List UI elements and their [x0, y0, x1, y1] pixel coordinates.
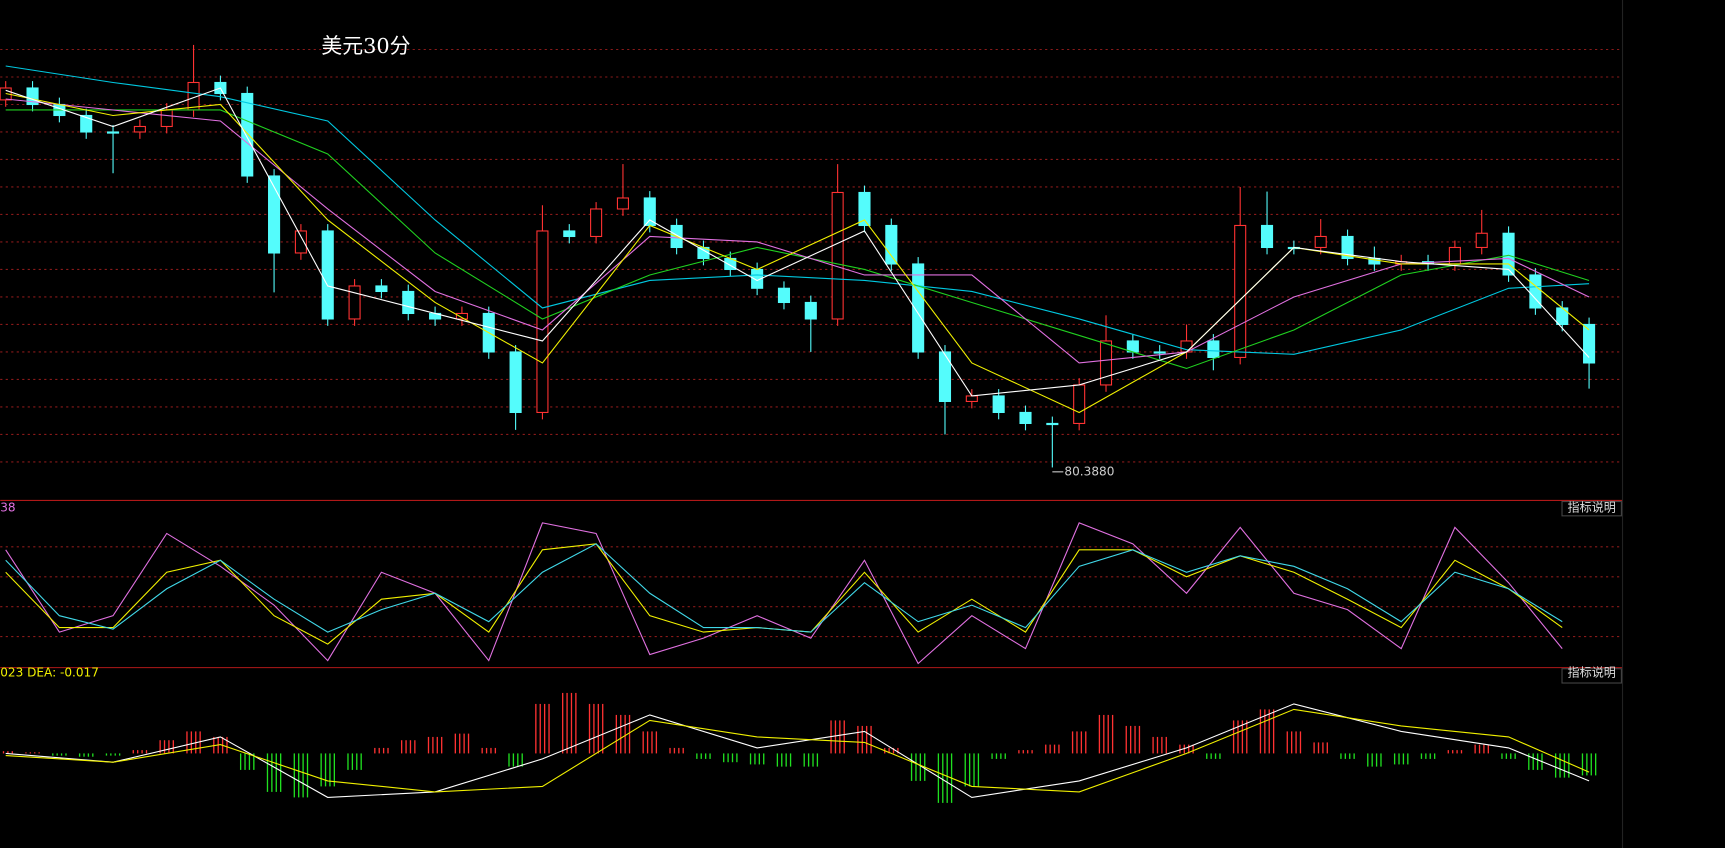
candle-body [321, 230, 334, 320]
candle-body [133, 125, 146, 133]
indicator-line [5, 543, 1563, 633]
indicator-button-label[interactable]: 指标说明 [1568, 665, 1616, 680]
indicator-label: 023 DEA: -0.017 [0, 666, 99, 680]
candle-body [1502, 232, 1515, 276]
candle-body [268, 175, 281, 254]
indicator-label: 38 [0, 501, 15, 515]
candle-body [348, 285, 361, 320]
candle-body [241, 92, 254, 177]
candle-body [616, 197, 629, 210]
candle-body [1046, 422, 1059, 426]
indicator-line [5, 87, 1590, 397]
candle-body [965, 395, 978, 403]
candle-body [402, 290, 415, 315]
candle-body [992, 395, 1005, 414]
candle-body [1099, 340, 1113, 386]
candle-body [804, 301, 817, 320]
indicator-line [5, 92, 1590, 414]
candle-body [294, 230, 307, 254]
candle-body [643, 197, 656, 227]
chart-title: 美元30分 [321, 34, 410, 58]
candle-body [536, 230, 549, 414]
candle-body [563, 230, 576, 238]
candle-body [590, 208, 603, 238]
indicator-button[interactable] [1561, 668, 1622, 684]
candle-body [1314, 235, 1327, 249]
candle-body [858, 191, 871, 227]
indicator-line [5, 522, 1563, 665]
indicator-line [5, 65, 1590, 355]
indicator-button[interactable] [1561, 500, 1622, 517]
candle-body [1234, 224, 1247, 359]
candle-body [106, 131, 120, 134]
candle-body [831, 191, 844, 320]
candle-body [509, 351, 522, 414]
candle-body [1341, 235, 1354, 260]
candle-body [777, 287, 791, 304]
candle-body [1073, 384, 1086, 424]
candle-body [375, 285, 388, 293]
candle-body [1475, 232, 1488, 249]
candle-body [885, 224, 898, 265]
candle-body [26, 87, 39, 106]
candle-body [160, 109, 173, 128]
candle-body [1153, 351, 1166, 354]
candle-body [1583, 323, 1596, 364]
indicator-line [5, 708, 1590, 793]
candle-body [1260, 224, 1274, 249]
candle-body [938, 351, 952, 403]
min-price-label: 80.3880 [1064, 464, 1114, 478]
candle-body [455, 312, 468, 320]
candle-body [1207, 340, 1220, 359]
indicator-button-label[interactable]: 指标说明 [1568, 500, 1616, 515]
candle-body [1529, 274, 1542, 309]
indicator-line [5, 98, 1590, 364]
candle-body [80, 114, 93, 133]
candle-body [1019, 411, 1032, 425]
candle-body [912, 263, 925, 353]
